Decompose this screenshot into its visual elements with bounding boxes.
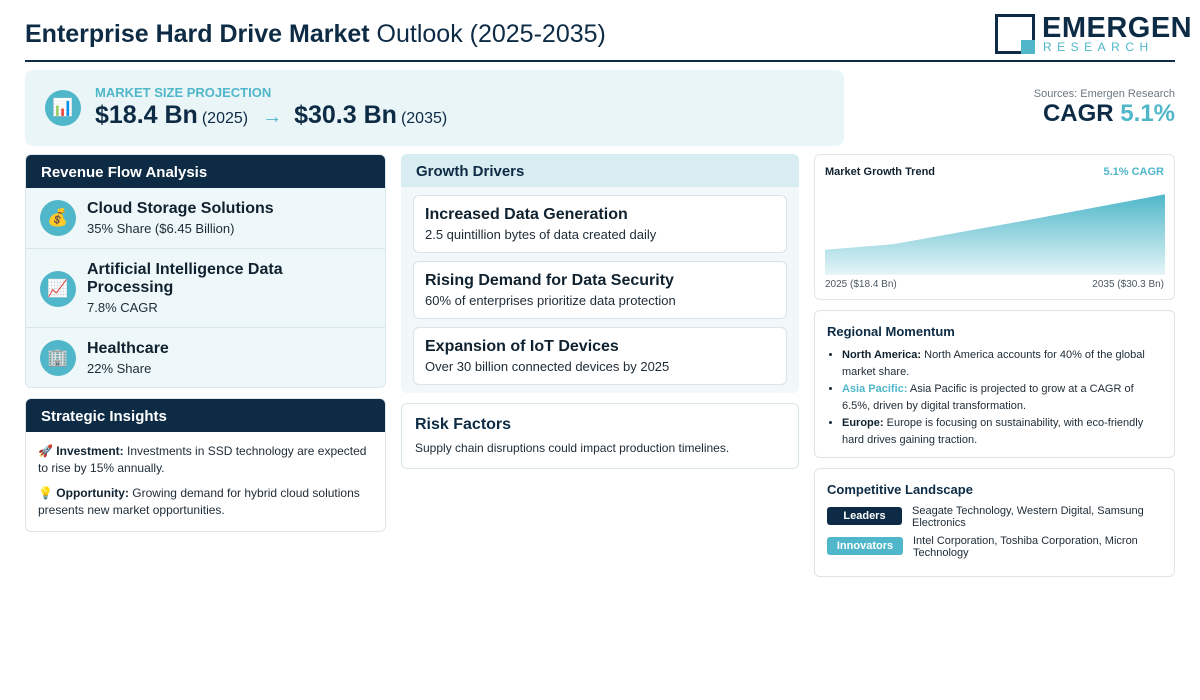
revenue-item-title: Cloud Storage Solutions [87, 200, 274, 217]
projection-start-year: (2025) [201, 110, 249, 127]
insight-text: Investments in SSD technology are expect… [38, 444, 367, 475]
projection-start-value: $18.4 Bn [95, 101, 198, 129]
trend-end-label: 2035 ($30.3 Bn) [1092, 279, 1164, 290]
list-item: Asia Pacific: Asia Pacific is projected … [842, 381, 1162, 415]
trend-cagr: 5.1% CAGR [1103, 166, 1164, 178]
risk-factors-title: Risk Factors [415, 416, 512, 433]
trend-start-label: 2025 ($18.4 Bn) [825, 279, 897, 290]
money-bag-icon: 💰 [40, 200, 76, 236]
driver-sub: Over 30 billion connected devices by 202… [425, 359, 670, 374]
cagr-summary: CAGR 5.1% [1043, 100, 1175, 128]
innovators-badge: Innovators [827, 537, 903, 555]
region-name: Asia Pacific: [842, 383, 908, 395]
logo-name: EMERGEN [1042, 12, 1193, 44]
regional-list: North America: North America accounts fo… [842, 347, 1162, 449]
region-text: North America accounts for 40% of the gl… [842, 349, 1145, 378]
rocket-icon: 🚀 [38, 444, 53, 458]
insight-text: Growing demand for hybrid cloud solution… [38, 486, 360, 517]
region-name: Europe: [842, 417, 884, 429]
trend-title: Market Growth Trend [825, 166, 936, 178]
logo-mark-icon [995, 14, 1035, 54]
regional-momentum-title: Regional Momentum [827, 324, 955, 339]
cagr-label: CAGR [1042, 100, 1114, 127]
risk-factors-card: Risk Factors Supply chain disruptions co… [401, 403, 799, 469]
trend-area [825, 194, 1165, 275]
bar-chart-icon: 📊 [45, 90, 81, 126]
driver-card: Increased Data Generation 2.5 quintillio… [413, 195, 787, 253]
insight-label: Opportunity: [56, 486, 129, 500]
growth-trend-chart [825, 194, 1165, 275]
page-header: Enterprise Hard Drive Market Outlook (20… [25, 12, 1192, 62]
driver-title: Expansion of IoT Devices [425, 338, 619, 355]
region-text: Asia Pacific is projected to grow at a C… [842, 383, 1134, 412]
revenue-item: 💰 Cloud Storage Solutions 35% Share ($6.… [26, 188, 385, 248]
driver-card: Expansion of IoT Devices Over 30 billion… [413, 327, 787, 385]
insight-item: 🚀 Investment: Investments in SSD technol… [38, 443, 378, 477]
region-name: North America: [842, 349, 922, 361]
competitive-landscape-title: Competitive Landscape [827, 482, 973, 497]
revenue-flow-card: Revenue Flow Analysis 💰 Cloud Storage So… [25, 154, 386, 388]
driver-card: Rising Demand for Data Security 60% of e… [413, 261, 787, 319]
revenue-item-sub: 35% Share ($6.45 Billion) [87, 221, 235, 236]
market-growth-trend-card: Market Growth Trend 5.1% CAGR 2025 ($18.… [814, 154, 1175, 300]
page-title: Enterprise Hard Drive Market Outlook (20… [25, 20, 606, 49]
page-title-rest: Outlook (2025-2035) [376, 20, 606, 48]
page-title-bold: Enterprise Hard Drive Market [25, 20, 370, 48]
leaders-badge: Leaders [827, 507, 902, 525]
chart-increasing-icon: 📈 [40, 271, 76, 307]
hospital-icon: 🏢 [40, 340, 76, 376]
revenue-item-sub: 22% Share [87, 361, 152, 376]
projection-label: MARKET SIZE PROJECTION [95, 85, 272, 100]
logo-subtitle: RESEARCH [1043, 40, 1154, 54]
revenue-item: 🏢 Healthcare 22% Share [26, 327, 385, 387]
leaders-list: Seagate Technology, Western Digital, Sam… [912, 505, 1144, 529]
strategic-insights-card: Strategic Insights 🚀 Investment: Investm… [25, 398, 386, 532]
insight-label: Investment: [56, 444, 124, 458]
strategic-insights-title: Strategic Insights [26, 399, 385, 432]
revenue-flow-title: Revenue Flow Analysis [26, 155, 385, 188]
revenue-item-title: Healthcare [87, 340, 169, 357]
revenue-item-sub: 7.8% CAGR [87, 300, 158, 315]
cagr-value: 5.1% [1120, 100, 1175, 127]
insight-item: 💡 Opportunity: Growing demand for hybrid… [38, 485, 378, 519]
revenue-item: 📈 Artificial Intelligence Data Processin… [26, 248, 385, 327]
region-text: Europe is focusing on sustainability, wi… [842, 417, 1144, 446]
regional-momentum-card: Regional Momentum North America: North A… [814, 310, 1175, 458]
growth-drivers-card: Growth Drivers Increased Data Generation… [401, 154, 799, 393]
projection-end-year: (2035) [400, 110, 448, 127]
growth-drivers-title: Growth Drivers [401, 154, 799, 187]
projection-end-value: $30.3 Bn [294, 101, 397, 129]
light-bulb-icon: 💡 [38, 486, 53, 500]
driver-title: Rising Demand for Data Security [425, 272, 674, 289]
risk-factors-text: Supply chain disruptions could impact pr… [415, 441, 730, 455]
list-item: North America: North America accounts fo… [842, 347, 1162, 381]
innovators-list: Intel Corporation, Toshiba Corporation, … [913, 535, 1138, 559]
market-size-projection: 📊 MARKET SIZE PROJECTION $18.4 Bn (2025) →… [25, 70, 844, 146]
sources-text: Sources: Emergen Research [1033, 88, 1175, 100]
list-item: Europe: Europe is focusing on sustainabi… [842, 415, 1162, 449]
driver-sub: 60% of enterprises prioritize data prote… [425, 293, 676, 308]
revenue-item-title: Artificial Intelligence Data Processing [87, 261, 283, 296]
driver-sub: 2.5 quintillion bytes of data created da… [425, 227, 657, 242]
driver-title: Increased Data Generation [425, 206, 628, 223]
emergen-research-logo: EMERGEN RESEARCH [995, 12, 1192, 56]
competitive-landscape-card: Competitive Landscape Leaders Seagate Te… [814, 468, 1175, 577]
projection-values: $18.4 Bn (2025) → $30.3 Bn (2035) [95, 101, 447, 130]
right-arrow-icon: → [262, 106, 283, 128]
